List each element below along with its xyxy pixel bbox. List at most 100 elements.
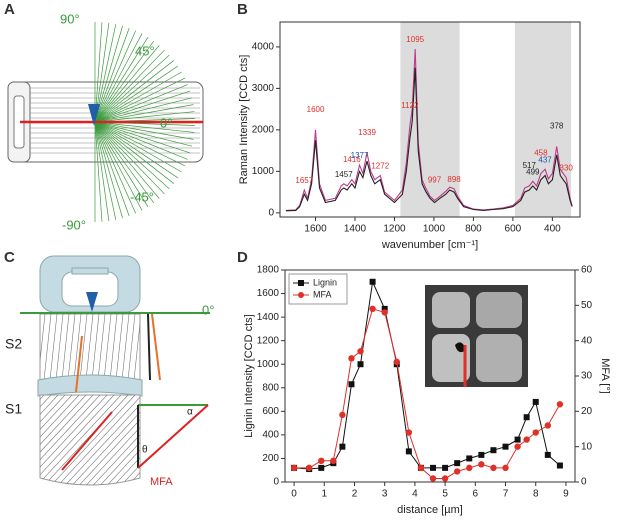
fibril [139, 377, 140, 380]
peak-label: 437 [538, 155, 552, 164]
fibril [40, 395, 101, 485]
angle-label: 45° [135, 43, 155, 58]
y-tick-label: 200 [262, 453, 279, 464]
y2-tick-label: 40 [581, 335, 593, 346]
marker [466, 464, 473, 472]
x-tick-label: 3 [382, 489, 388, 500]
fibril [49, 314, 58, 380]
marker [357, 361, 364, 368]
fibril [44, 395, 136, 485]
marker [381, 309, 388, 316]
marker [305, 464, 313, 472]
fibril [40, 395, 122, 485]
fibril [40, 395, 66, 485]
fibril [72, 395, 140, 485]
marker [453, 468, 461, 475]
peak-label: 1272 [371, 162, 389, 171]
fan-line [94, 121, 160, 199]
fan-line [94, 111, 195, 123]
fibril [73, 314, 82, 380]
marker [405, 448, 412, 455]
fan-line [94, 121, 193, 147]
marker [430, 464, 437, 471]
marker [532, 429, 539, 436]
fan-line [94, 121, 194, 140]
y-tick-label: 1600 [257, 288, 280, 299]
fibril [43, 314, 52, 380]
fibril [85, 314, 94, 380]
y-tick-label: 1000 [252, 166, 275, 177]
fan-line [94, 121, 188, 160]
y-tick-label: 4000 [252, 42, 275, 53]
fibril [40, 395, 80, 485]
marker [502, 464, 509, 472]
marker [381, 305, 388, 312]
fibril [86, 395, 140, 485]
peak-label: 1457 [335, 170, 353, 179]
x-tick-label: 1600 [304, 224, 327, 235]
panel-c: C 0° α θ MFA S2 S1 [4, 249, 214, 488]
marker [514, 443, 521, 450]
panel-label: C [4, 249, 15, 266]
marker [369, 305, 376, 313]
fibril [40, 395, 115, 485]
micrograph-inset [425, 285, 528, 387]
y-tick-label: 400 [262, 430, 279, 441]
marker [532, 398, 539, 405]
fibril [65, 395, 140, 485]
marker [318, 457, 325, 464]
y-tick-label: 1000 [257, 359, 280, 370]
mfa-label: MFA [150, 476, 173, 488]
fibril [107, 395, 140, 485]
y-tick-label: 600 [262, 406, 279, 417]
y-tick-label: 800 [262, 382, 279, 393]
y2-tick-label: 0 [581, 477, 587, 488]
marker [556, 462, 563, 469]
fibril [109, 314, 118, 380]
fibril [32, 314, 39, 380]
s2-orientation [75, 335, 83, 393]
fan-line [94, 121, 170, 190]
marker [393, 358, 400, 366]
fan-line [94, 49, 165, 123]
fan-line [94, 33, 143, 123]
marker [357, 348, 364, 355]
fan-line [94, 54, 170, 123]
fibril [40, 395, 108, 485]
inset-lumen [455, 342, 466, 353]
s1-layer [39, 394, 141, 486]
marker [523, 414, 530, 421]
x-tick-label: 800 [465, 224, 482, 235]
fibril [103, 314, 112, 380]
y-tick-label: 1800 [257, 265, 280, 276]
panel-a: A 90° 45° 0° -45° -90° [4, 1, 204, 232]
fibril [133, 320, 140, 380]
marker [490, 447, 497, 454]
fan-line [94, 121, 165, 195]
legend-label: Lignin [313, 277, 337, 287]
fibril [61, 314, 70, 380]
x-tick-label: 1000 [423, 224, 446, 235]
y-tick-label: 3000 [252, 83, 275, 94]
s2-layer [39, 313, 141, 381]
peak-label: 1122 [401, 101, 419, 110]
fibril [40, 395, 94, 485]
fibril [40, 395, 87, 485]
fibril [79, 395, 140, 485]
fan-line [94, 121, 149, 207]
x-tick-label: 7 [503, 489, 509, 500]
fan-line [94, 121, 195, 133]
marker [417, 464, 425, 472]
fan-line [94, 37, 149, 123]
peak-label: 1095 [406, 35, 424, 44]
fan-line [94, 121, 117, 220]
fan-line [94, 121, 186, 167]
angle-label: 90° [60, 11, 80, 26]
fan-line [94, 121, 123, 219]
x-tick-label: 0 [291, 489, 297, 500]
y2-tick-label: 30 [581, 371, 593, 382]
angle-label: 0° [160, 115, 172, 130]
inset-cell [476, 334, 522, 382]
fibril [40, 395, 59, 485]
